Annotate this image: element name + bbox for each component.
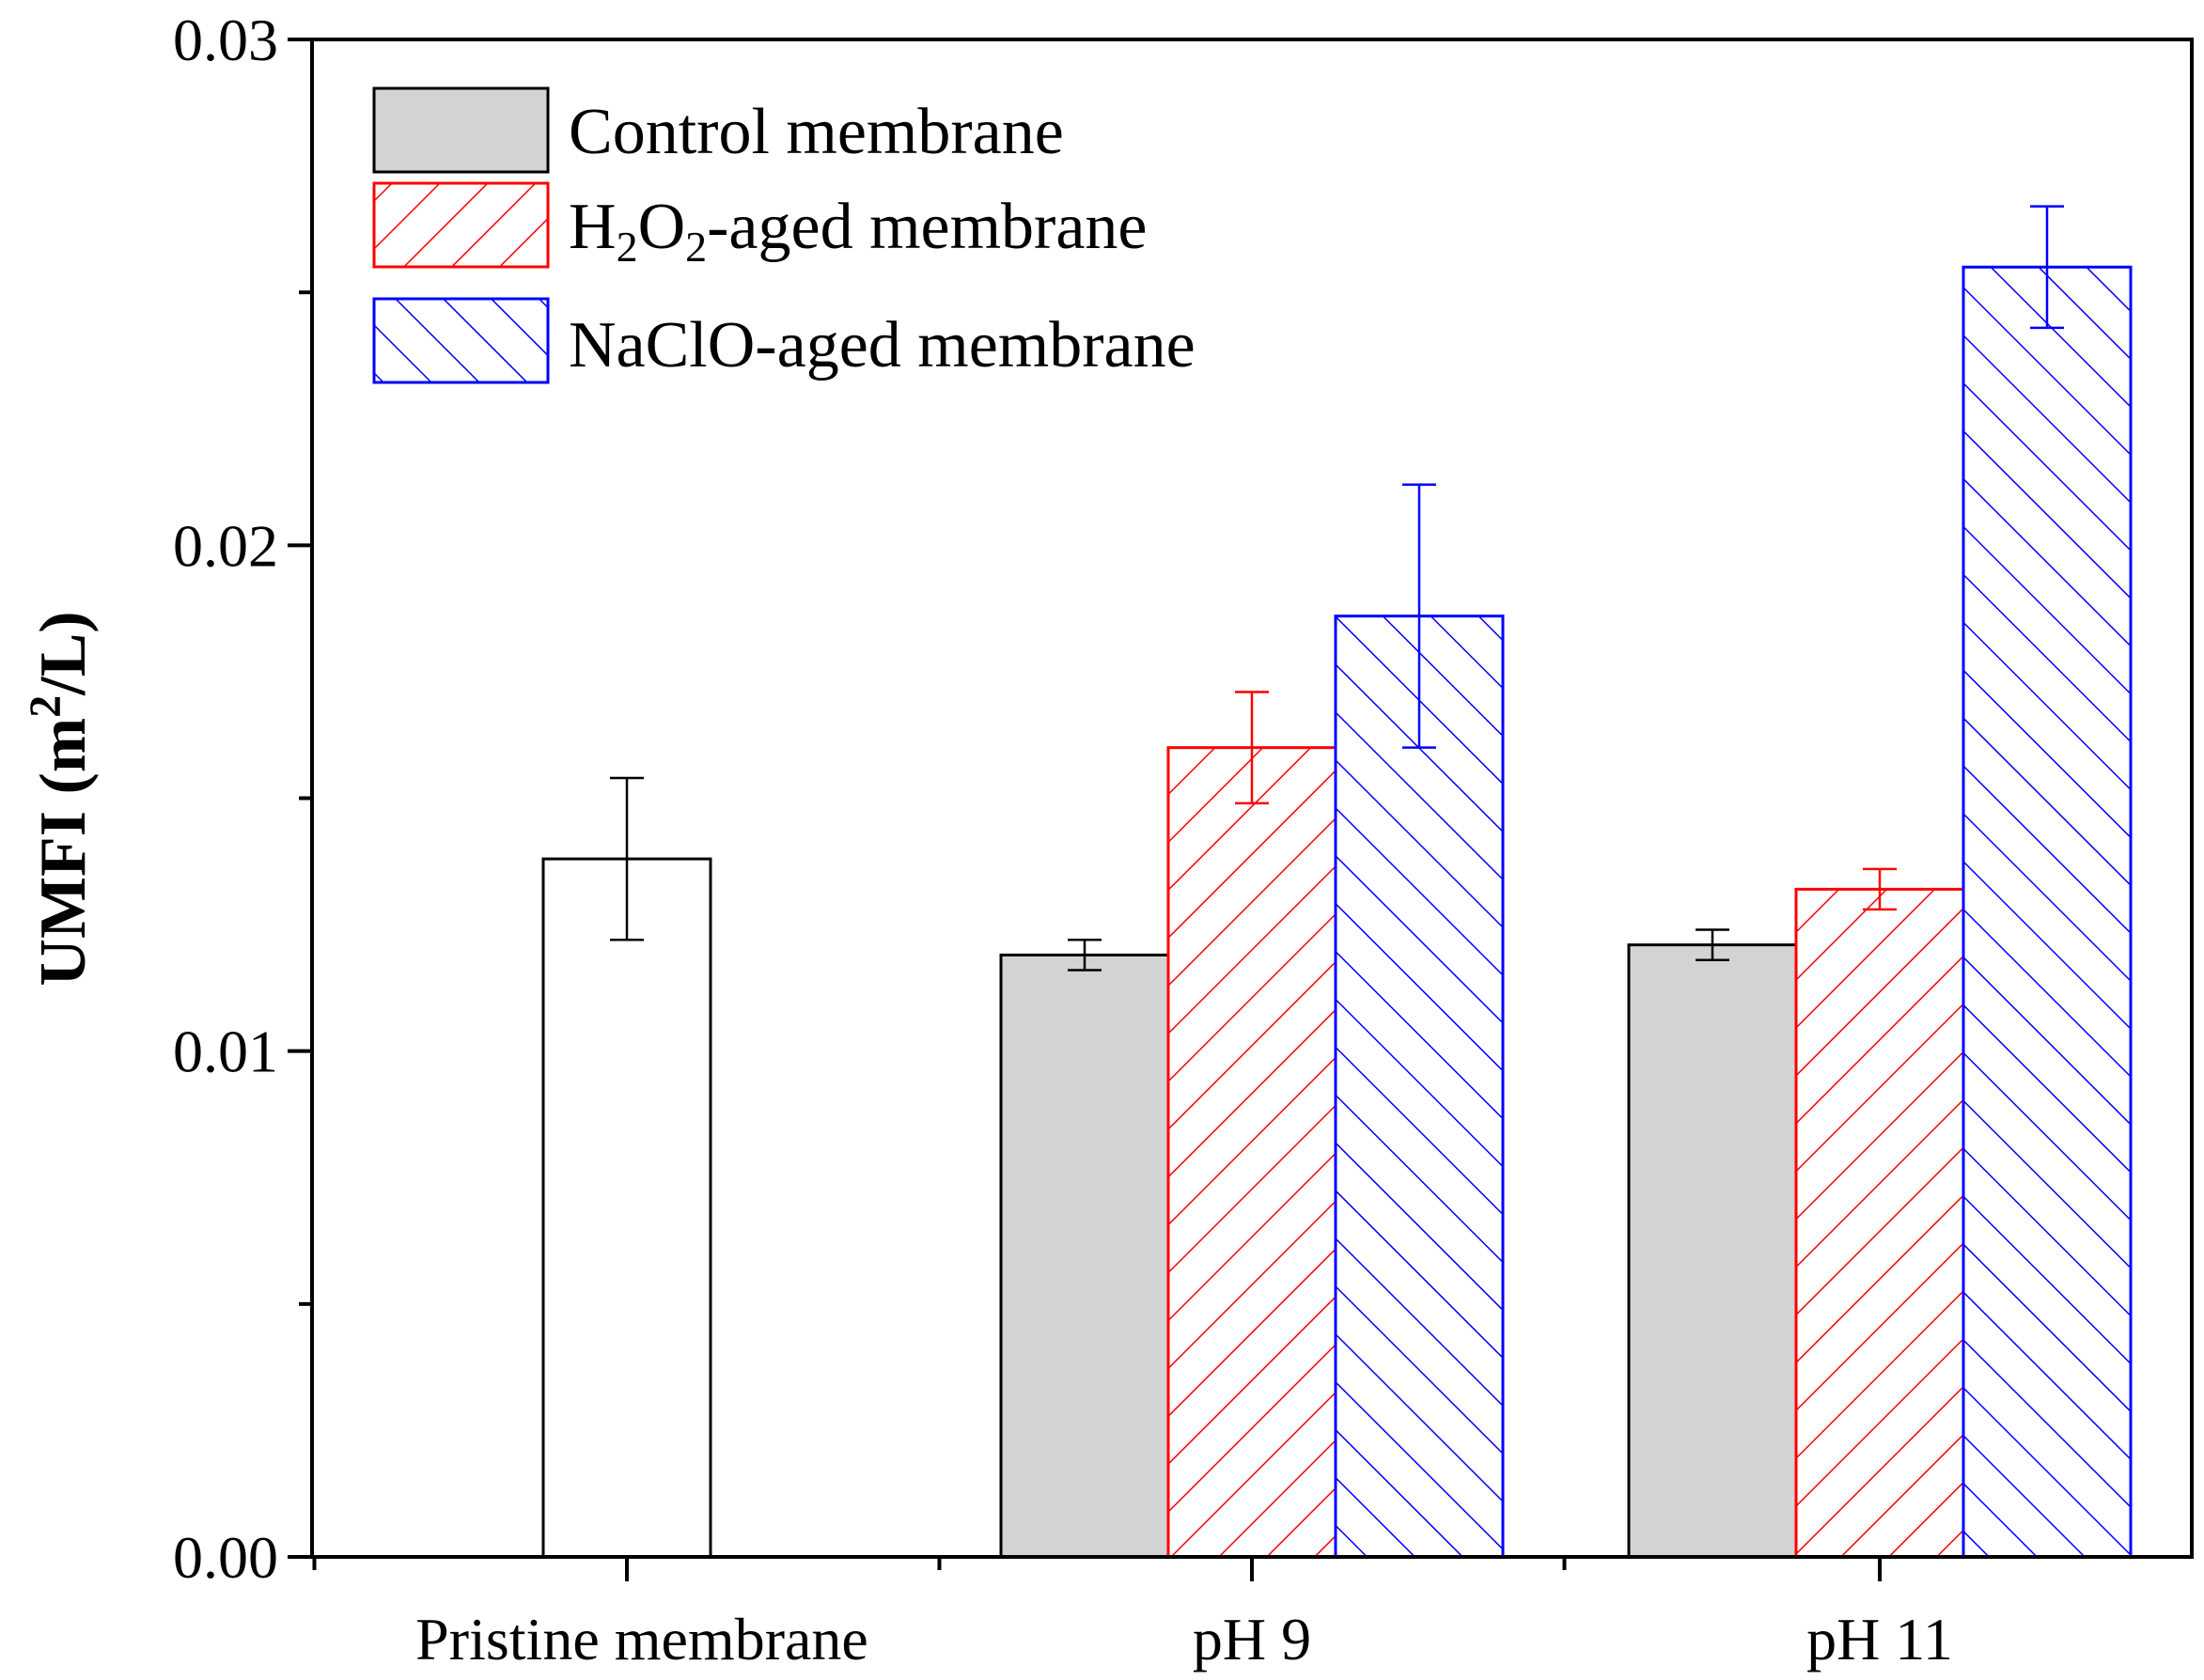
- legend-label-naclo: NaClO-aged membrane: [569, 309, 1196, 381]
- error-bars-layer: [610, 205, 2064, 972]
- legend: Control membrane H2O2-aged membrane NaCl…: [372, 86, 1196, 384]
- legend-label-h2o2: H2O2-aged membrane: [569, 191, 1148, 271]
- x-tick-label: Pristine membrane: [415, 1606, 868, 1672]
- y-tick-label: 0.00: [173, 1524, 278, 1591]
- bars-layer: [541, 265, 2133, 1559]
- legend-swatch-control: [372, 86, 550, 174]
- bar-0-1: [999, 953, 1170, 1559]
- bar-0-2: [1627, 943, 1798, 1559]
- axes-layer: [288, 38, 2194, 1581]
- legend-swatch-h2o2: [372, 181, 550, 269]
- x-tick-label: pH 11: [1806, 1606, 1953, 1672]
- legend-swatch-naclo: [372, 297, 550, 384]
- bar-pristine: [541, 857, 712, 1559]
- x-tick-label: pH 9: [1193, 1606, 1311, 1672]
- y-tick-label: 0.01: [173, 1019, 278, 1085]
- tick-labels-layer: 0.00 0.01 0.02 0.03 Pristine membrane pH 9 pH …: [173, 7, 1953, 1672]
- y-axis-title: UMFI (m2/L): [21, 611, 100, 986]
- y-tick-label: 0.03: [173, 7, 278, 73]
- y-tick-label: 0.02: [173, 512, 278, 579]
- bar-1-2: [1794, 887, 1965, 1559]
- legend-label-control: Control membrane: [569, 96, 1064, 168]
- bar-2-2: [1962, 265, 2133, 1559]
- bar-1-1: [1166, 746, 1337, 1559]
- bar-2-1: [1334, 614, 1505, 1559]
